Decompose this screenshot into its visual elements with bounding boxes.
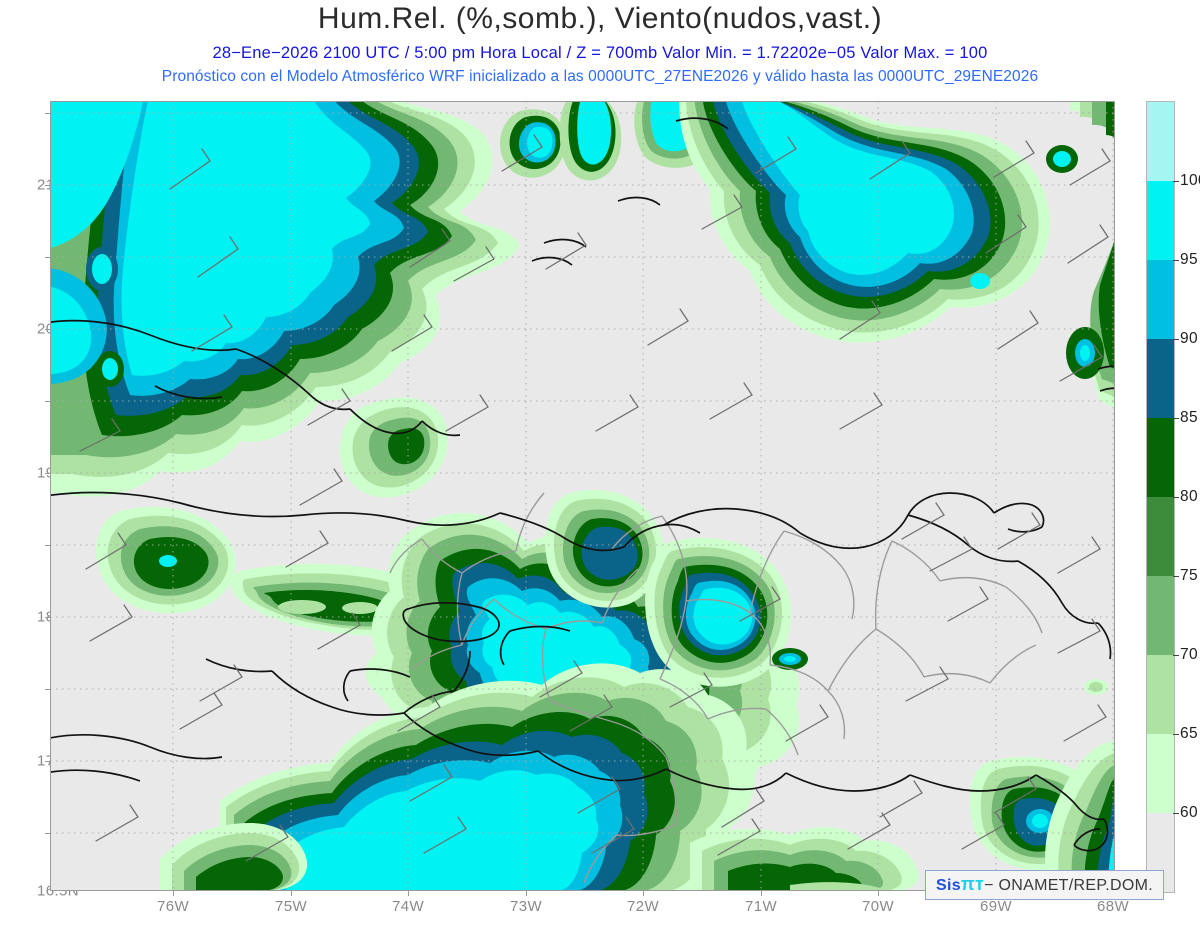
humidity-field-svg [50, 101, 1115, 891]
colorbar-band-65-70 [1147, 655, 1174, 734]
x-tick-label: 70W [861, 898, 895, 915]
colorbar-tick-label: 80 [1180, 488, 1199, 505]
x-tick-label: 75W [274, 898, 308, 915]
colorbar-band-70-75 [1147, 576, 1174, 655]
coastlines [50, 117, 1115, 852]
colorbar-tick-label: 100 [1180, 172, 1200, 189]
subtitle-line-2: Pronóstico con el Modelo Atmosférico WRF… [161, 68, 1039, 85]
logo-sis-text: Sis [936, 877, 961, 894]
colorbar-tick-label: 75 [1180, 567, 1199, 584]
colorbar-tick-label: 60 [1180, 804, 1199, 821]
x-tick-label: 68W [1096, 898, 1130, 915]
colorbar[interactable] [1146, 101, 1175, 893]
map-canvas[interactable] [50, 101, 1115, 891]
x-tick-label: 73W [509, 898, 543, 915]
x-tick-label: 76W [156, 898, 190, 915]
colorbar-tick-label: 65 [1180, 725, 1199, 742]
colorbar-band-85-90 [1147, 339, 1174, 418]
province-borders [389, 492, 1043, 884]
logo-agency-text: − ONAMET/REP.DOM. [984, 877, 1153, 894]
colorbar-band-95-100 [1147, 181, 1174, 260]
colorbar-tick-label: 95 [1180, 251, 1199, 268]
colorbar-tick-label: 85 [1180, 409, 1199, 426]
colorbar-tick-label: 90 [1180, 330, 1199, 347]
chart-header: Hum.Rel. (%,somb.), Viento(nudos,vast.) … [0, 0, 1200, 92]
colorbar-band-100-plus [1147, 102, 1174, 181]
logo-pi-icon: πт [960, 874, 985, 894]
x-tick-label: 71W [744, 898, 778, 915]
x-tick-label: 69W [979, 898, 1013, 915]
agency-logo[interactable]: Sisπт− ONAMET/REP.DOM. [925, 870, 1164, 900]
map-plot-area[interactable] [45, 101, 1115, 896]
colorbar-band-90-95 [1147, 260, 1174, 339]
colorbar-tick-label: 70 [1180, 646, 1199, 663]
wind-barbs [79, 134, 1111, 862]
colorbar-band-75-80 [1147, 497, 1174, 576]
page-title: Hum.Rel. (%,somb.), Viento(nudos,vast.) [317, 2, 883, 35]
x-tick-label: 72W [626, 898, 660, 915]
subtitle-line-1: 28−Ene−2026 2100 UTC / 5:00 pm Hora Loca… [212, 44, 988, 62]
colorbar-band-80-85 [1147, 418, 1174, 497]
colorbar-band-60-65 [1147, 734, 1174, 813]
x-tick-label: 74W [391, 898, 425, 915]
